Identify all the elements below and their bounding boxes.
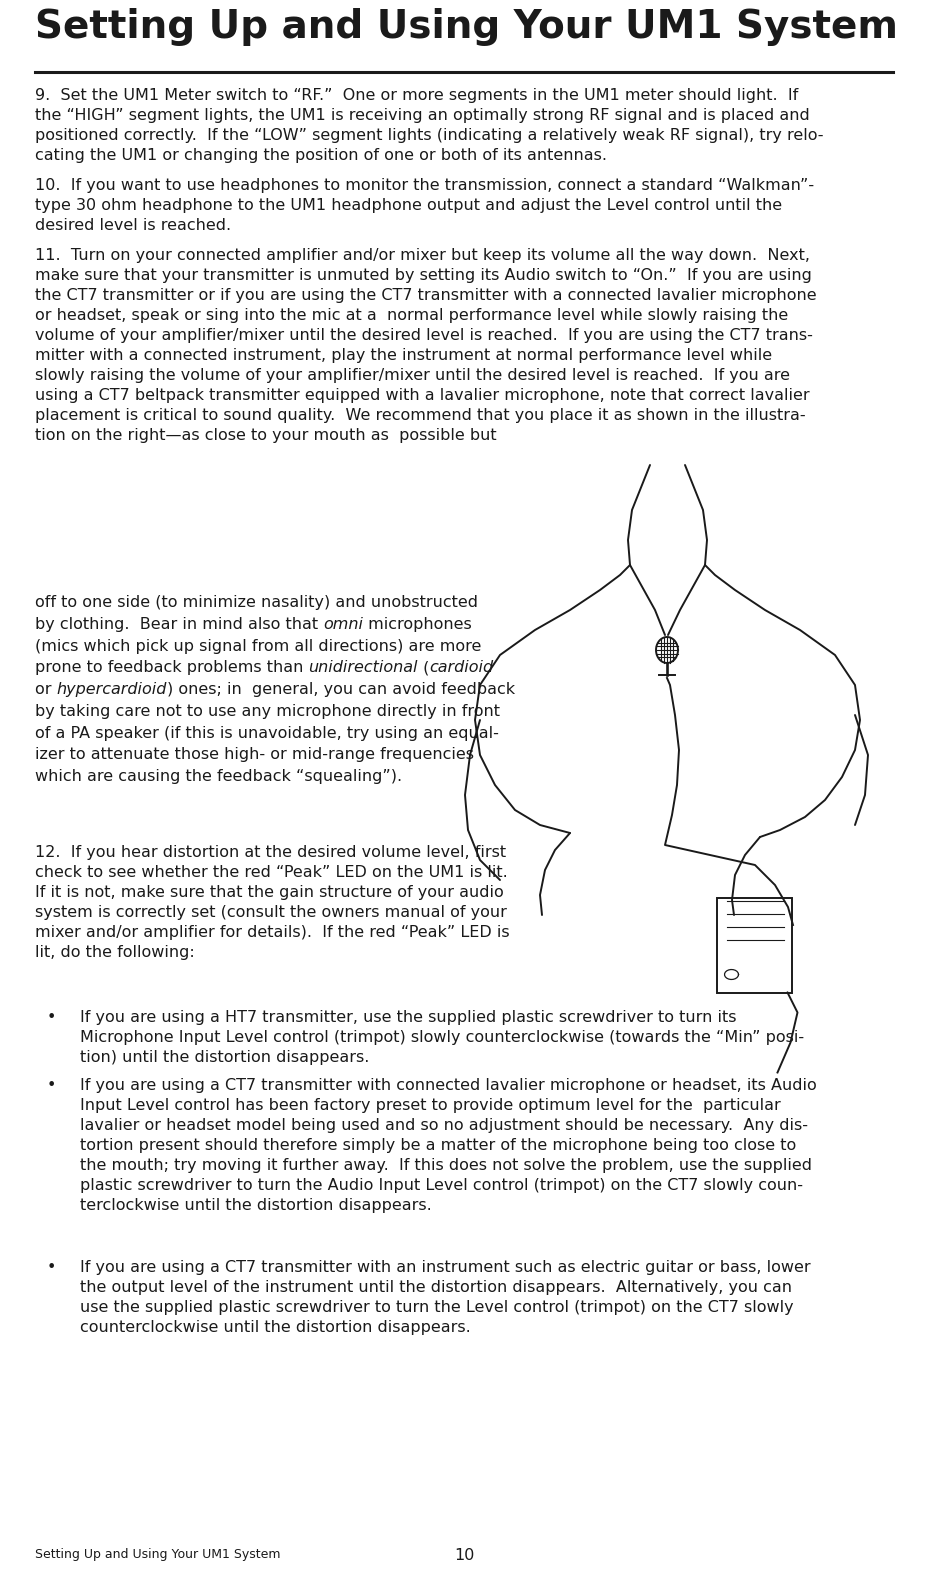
Text: 12.  If you hear distortion at the desired volume level, first
check to see whet: 12. If you hear distortion at the desire… <box>35 844 509 960</box>
Text: by taking care not to use any microphone directly in front: by taking care not to use any microphone… <box>35 704 500 719</box>
Text: ) ones; in  general, you can avoid feedback: ) ones; in general, you can avoid feedba… <box>167 681 514 697</box>
Text: If you are using a CT7 transmitter with an instrument such as electric guitar or: If you are using a CT7 transmitter with … <box>80 1260 810 1334</box>
Text: (: ( <box>417 661 429 675</box>
Text: izer to attenuate those high- or mid-range frequencies: izer to attenuate those high- or mid-ran… <box>35 748 474 762</box>
Text: If you are using a CT7 transmitter with connected lavalier microphone or headset: If you are using a CT7 transmitter with … <box>80 1078 816 1213</box>
Text: off to one side (to minimize nasality) and unobstructed: off to one side (to minimize nasality) a… <box>35 594 477 610</box>
Text: 10.  If you want to use headphones to monitor the transmission, connect a standa: 10. If you want to use headphones to mon… <box>35 179 813 232</box>
Text: prone to feedback problems than: prone to feedback problems than <box>35 661 308 675</box>
Text: •: • <box>47 1260 57 1274</box>
Text: which are causing the feedback “squealing”).: which are causing the feedback “squealin… <box>35 768 401 784</box>
Text: microphones: microphones <box>362 617 472 632</box>
Text: 9.  Set the UM1 Meter switch to “RF.”  One or more segments in the UM1 meter sho: 9. Set the UM1 Meter switch to “RF.” One… <box>35 89 822 163</box>
Text: •: • <box>47 1078 57 1092</box>
Text: hypercardioid: hypercardioid <box>57 681 167 697</box>
Text: omni: omni <box>323 617 362 632</box>
Text: cardioid: cardioid <box>429 661 493 675</box>
Text: (mics which pick up signal from all directions) are more: (mics which pick up signal from all dire… <box>35 639 481 653</box>
Text: 10: 10 <box>453 1548 474 1564</box>
Text: If you are using a HT7 transmitter, use the supplied plastic screwdriver to turn: If you are using a HT7 transmitter, use … <box>80 1010 804 1066</box>
Text: Setting Up and Using Your UM1 System: Setting Up and Using Your UM1 System <box>35 8 897 46</box>
Text: by clothing.  Bear in mind also that: by clothing. Bear in mind also that <box>35 617 323 632</box>
Text: unidirectional: unidirectional <box>308 661 417 675</box>
Text: 11.  Turn on your connected amplifier and/or mixer but keep its volume all the w: 11. Turn on your connected amplifier and… <box>35 248 816 443</box>
Text: •: • <box>47 1010 57 1024</box>
Bar <box>717 898 792 993</box>
Text: or: or <box>35 681 57 697</box>
Text: Setting Up and Using Your UM1 System: Setting Up and Using Your UM1 System <box>35 1548 280 1560</box>
Text: of a PA speaker (if this is unavoidable, try using an equal-: of a PA speaker (if this is unavoidable,… <box>35 726 499 740</box>
